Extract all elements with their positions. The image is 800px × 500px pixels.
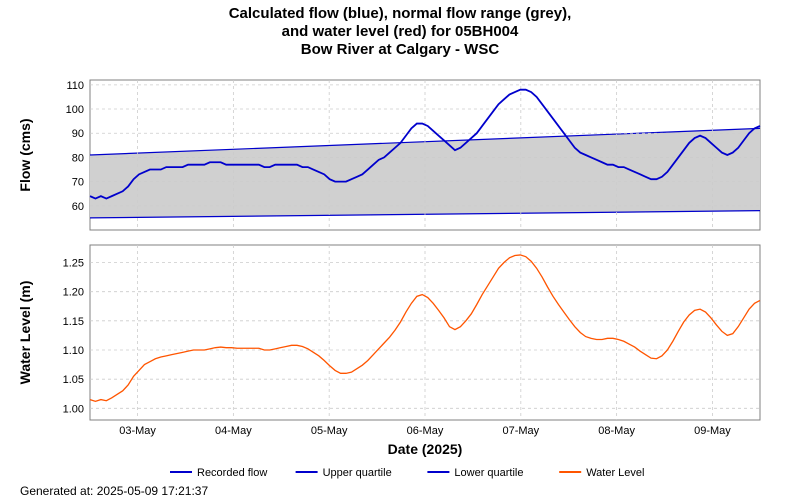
legend-label: Water Level <box>586 467 644 479</box>
legend-label: Lower quartile <box>454 467 523 479</box>
y-tick-label: 70 <box>72 177 84 189</box>
y-tick-label: 1.10 <box>63 345 84 357</box>
y-tick-label: 100 <box>66 104 84 116</box>
chart-svg: Calculated flow (blue), normal flow rang… <box>0 0 800 500</box>
chart-title-line: Calculated flow (blue), normal flow rang… <box>229 5 572 22</box>
generated-timestamp: Generated at: 2025-05-09 17:21:37 <box>20 484 208 498</box>
x-tick-label: 07-May <box>502 425 539 437</box>
x-tick-label: 08-May <box>598 425 635 437</box>
legend-label: Recorded flow <box>197 467 267 479</box>
y-tick-label: 1.20 <box>63 287 84 299</box>
y-tick-label: 1.15 <box>63 316 84 328</box>
legend-label: Upper quartile <box>323 467 392 479</box>
y-tick-label: 1.00 <box>63 403 84 415</box>
y-tick-label: 110 <box>66 80 84 92</box>
y-tick-label: 60 <box>72 201 84 213</box>
y-tick-label: 1.05 <box>63 374 84 386</box>
x-tick-label: 06-May <box>407 425 444 437</box>
y-tick-label: 80 <box>72 152 84 164</box>
chart-title-line: and water level (red) for 05BH004 <box>282 23 519 40</box>
x-axis-label: Date (2025) <box>388 441 463 457</box>
x-tick-label: 04-May <box>215 425 252 437</box>
y-axis-label: Water Level (m) <box>17 281 33 385</box>
y-axis-label: Flow (cms) <box>17 118 33 191</box>
chart-title-line: Bow River at Calgary - WSC <box>301 41 500 58</box>
x-tick-label: 05-May <box>311 425 348 437</box>
x-tick-label: 09-May <box>694 425 731 437</box>
chart-container: Calculated flow (blue), normal flow rang… <box>0 0 800 500</box>
y-tick-label: 90 <box>72 128 84 140</box>
y-tick-label: 1.25 <box>63 258 84 270</box>
x-tick-label: 03-May <box>119 425 156 437</box>
